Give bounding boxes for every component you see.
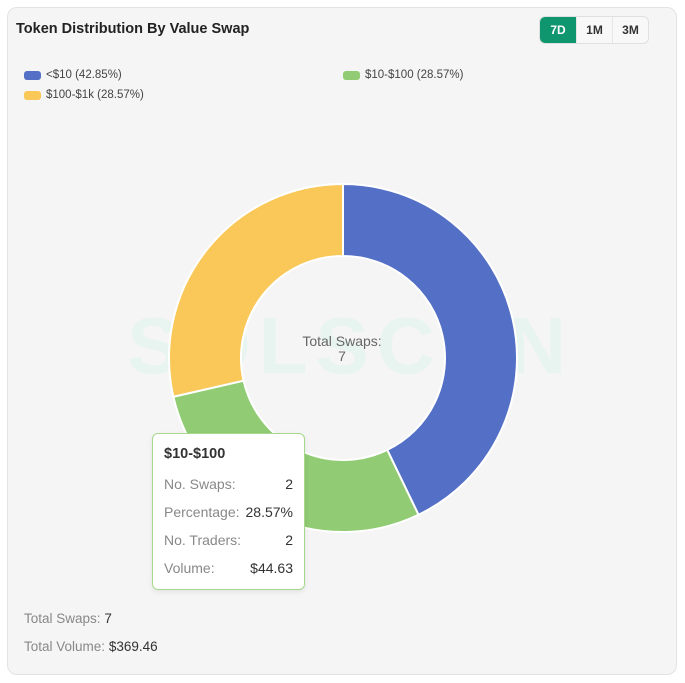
footer-total-swaps: Total Swaps: 7 — [24, 611, 112, 626]
tooltip-value: 28.57% — [245, 504, 293, 520]
tooltip-title: $10-$100 — [164, 446, 226, 462]
footer-volume-label: Total Volume: — [24, 639, 106, 654]
tooltip-row: Volume: $44.63 — [164, 554, 293, 582]
chart-title: Token Distribution By Value Swap — [16, 21, 250, 37]
center-label-text: Total Swaps: — [302, 333, 382, 349]
range-3m-button[interactable]: 3M — [612, 17, 648, 43]
tooltip-key: No. Swaps: — [164, 476, 236, 492]
legend-item-10-100[interactable]: $10-$100 (28.57%) — [343, 69, 463, 81]
legend-label: $10-$100 (28.57%) — [365, 69, 464, 81]
footer-volume-value: $369.46 — [108, 639, 158, 654]
legend-swatch — [24, 90, 41, 100]
center-total-label: Total Swaps: 7 — [262, 334, 422, 364]
tooltip-value: 2 — [285, 476, 293, 492]
tooltip-row: Percentage: 28.57% — [164, 498, 293, 526]
legend-label: $100-$1k (28.57%) — [46, 89, 144, 101]
donut-slice-3[interactable] — [168, 183, 344, 398]
tooltip-row: No. Swaps: 2 — [164, 470, 293, 498]
tooltip-key: Volume: — [164, 560, 215, 576]
range-1m-button[interactable]: 1M — [576, 17, 612, 43]
center-label-value: 7 — [338, 348, 346, 364]
footer-swaps-value: 7 — [104, 611, 112, 626]
tooltip-row: No. Traders: 2 — [164, 526, 293, 554]
tooltip-value: $44.63 — [250, 560, 293, 576]
chart-card — [7, 7, 677, 675]
range-7d-button[interactable]: 7D — [540, 17, 576, 43]
tooltip-key: No. Traders: — [164, 532, 242, 548]
time-range-selector: 7D 1M 3M — [539, 16, 649, 44]
legend-label: <$10 (42.85%) — [46, 69, 122, 81]
donut-slice-1[interactable] — [342, 183, 518, 516]
footer-total-volume: Total Volume: $369.46 — [24, 639, 158, 654]
chart-tooltip: $10-$100 No. Swaps: 2 Percentage: 28.57%… — [152, 433, 305, 590]
legend-swatch — [343, 70, 360, 80]
footer-swaps-label: Total Swaps: — [24, 611, 101, 626]
tooltip-key: Percentage: — [164, 504, 240, 520]
legend-swatch — [24, 70, 41, 80]
tooltip-value: 2 — [285, 532, 293, 548]
legend-item-under-10[interactable]: <$10 (42.85%) — [24, 69, 122, 81]
legend-item-100-1k[interactable]: $100-$1k (28.57%) — [24, 89, 144, 101]
